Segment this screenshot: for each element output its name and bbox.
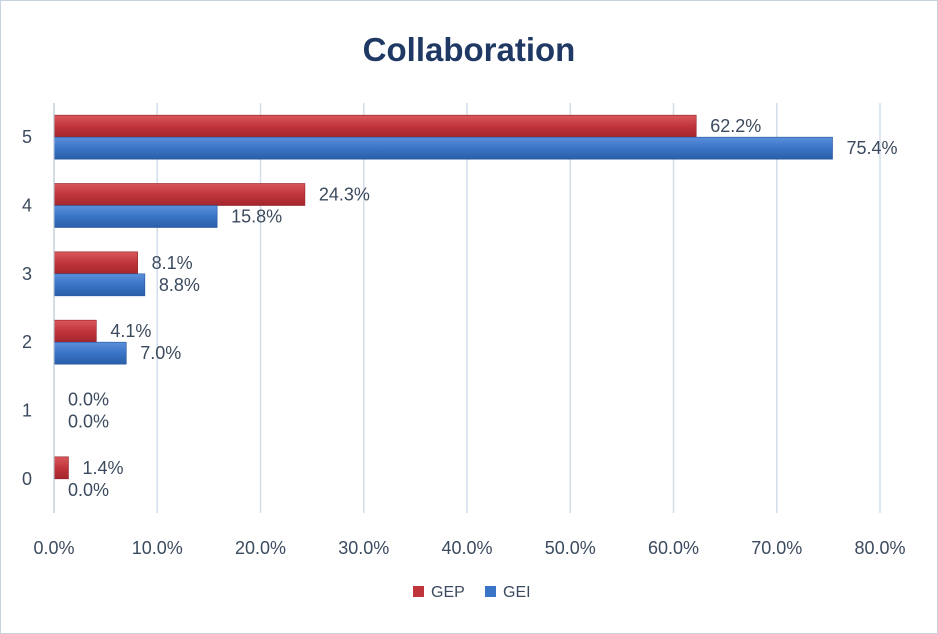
data-label-gei-0: 0.0% [68,480,109,500]
x-tick-label: 40.0% [441,538,492,558]
axes: 0.0% 10.0% 20.0% 30.0% 40.0% 50.0% 60.0% 70.0% 8… [22,103,906,558]
data-label-gei-5: 75.4% [847,138,898,158]
data-label-gei-1: 0.0% [68,412,109,432]
bar-gep-3 [53,251,138,275]
x-tick-label: 50.0% [545,538,596,558]
y-tick-label: 3 [22,264,32,284]
x-tick-label: 80.0% [854,538,905,558]
data-label-gep-5: 62.2% [710,116,761,136]
data-label-gep-4: 24.3% [319,185,370,205]
x-tick-label: 20.0% [235,538,286,558]
legend-label-gep: GEP [431,584,465,601]
bar-gei-4 [53,205,218,228]
data-label-gei-2: 7.0% [140,343,181,363]
legend: GEP GEI [413,584,531,601]
x-tick-label: 10.0% [132,538,183,558]
y-tick-label: 2 [22,332,32,352]
x-tick-label: 0.0% [33,538,74,558]
bar-gep-4 [53,183,306,206]
y-tick-label: 4 [22,196,32,216]
bar-gep-2 [53,319,97,343]
chart-title: Collaboration [363,31,576,68]
y-tick-label: 0 [22,469,32,489]
data-label-gei-3: 8.8% [159,275,200,295]
bar-gep-5 [53,114,697,138]
y-tick-label: 1 [22,401,32,421]
x-tick-label: 60.0% [648,538,699,558]
data-label-gep-0: 1.4% [82,458,123,478]
x-tick-label: 30.0% [338,538,389,558]
bar-gei-3 [53,273,146,297]
bars: 62.2% 75.4% 24.3% 15.8% 8.1%8.8% 4.1%7.0% 0.0%… [53,114,898,500]
legend-swatch-gep [413,586,424,597]
legend-swatch-gei [485,586,496,597]
y-tick-label: 5 [22,127,32,147]
bar-gei-2 [53,341,127,365]
gridlines [53,103,881,513]
data-label-gei-4: 15.8% [231,207,282,227]
data-label-gep-1: 0.0% [68,390,109,410]
bar-gep-0 [53,456,69,480]
x-tick-label: 70.0% [751,538,802,558]
data-label-gep-3: 8.1% [152,253,193,273]
legend-label-gei: GEI [503,584,531,601]
bar-gei-5 [53,136,833,160]
data-label-gep-2: 4.1% [110,321,151,341]
